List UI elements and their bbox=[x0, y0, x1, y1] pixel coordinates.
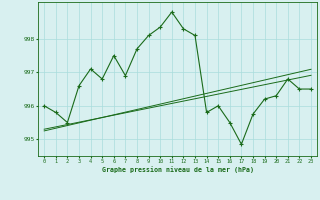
X-axis label: Graphe pression niveau de la mer (hPa): Graphe pression niveau de la mer (hPa) bbox=[102, 166, 254, 173]
